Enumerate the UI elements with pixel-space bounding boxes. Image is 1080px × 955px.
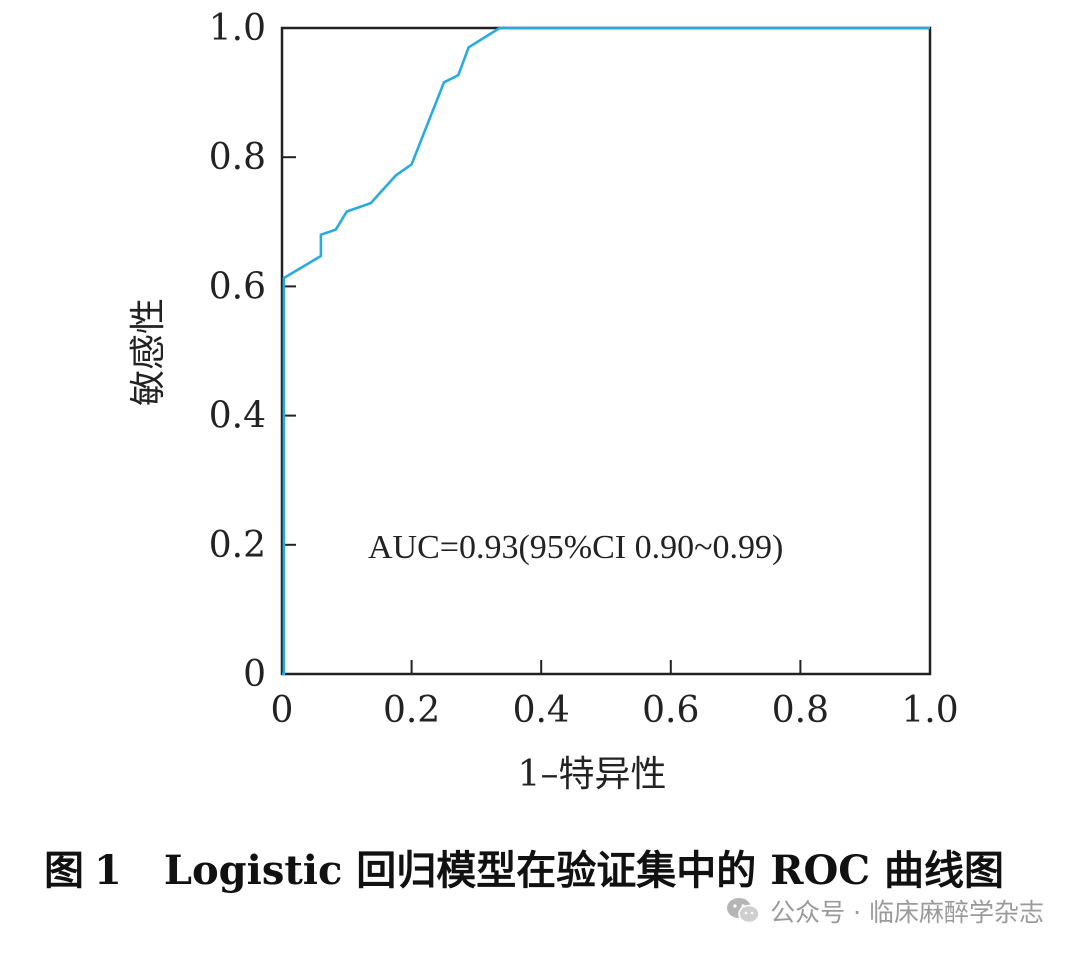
y-tick-label-4: 0.8 [209, 137, 266, 178]
x-tick-label-1: 0.2 [383, 690, 440, 731]
roc-curve-line [282, 26, 930, 676]
plot-area: 0 0.2 0.4 0.6 0.8 1.0 0 0.2 0.4 0.6 0.8 1.0 [209, 8, 959, 731]
x-tick-label-4: 0.8 [772, 690, 829, 731]
y-axis-title: 敏感性 [128, 298, 169, 406]
figure-caption: 图 1 Logistic 回归模型在验证集中的 ROC 曲线图 [44, 838, 1064, 896]
watermark-text: 公众号 · 临床麻醉学杂志 [770, 898, 1044, 927]
wechat-icon [727, 898, 760, 924]
y-tick-label-0: 0 [243, 654, 266, 695]
y-tick-label-3: 0.6 [209, 266, 266, 307]
caption-text: Logistic 回归模型在验证集中的 ROC 曲线图 [163, 847, 1005, 894]
y-tick-label-5: 1.0 [209, 8, 266, 49]
roc-chart: 0 0.2 0.4 0.6 0.8 1.0 0 0.2 0.4 0.6 0.8 1.0 AUC=0.9… [128, 8, 959, 795]
caption-prefix: 图 [44, 847, 84, 894]
watermark: 公众号 · 临床麻醉学杂志 [726, 893, 1044, 929]
plot-frame [280, 26, 932, 676]
x-tick-label-3: 0.6 [642, 690, 699, 731]
caption-number: 1 [94, 847, 122, 894]
auc-annotation: AUC=0.93(95%CI 0.90~0.99) [368, 529, 783, 566]
y-tick-label-1: 0.2 [209, 525, 266, 566]
x-axis-title: 1–特异性 [518, 754, 667, 795]
x-tick-label-5: 1.0 [901, 690, 958, 731]
x-tick-label-2: 0.4 [513, 690, 570, 731]
y-tick-label-2: 0.4 [209, 396, 266, 437]
x-tick-label-0: 0 [271, 690, 294, 731]
